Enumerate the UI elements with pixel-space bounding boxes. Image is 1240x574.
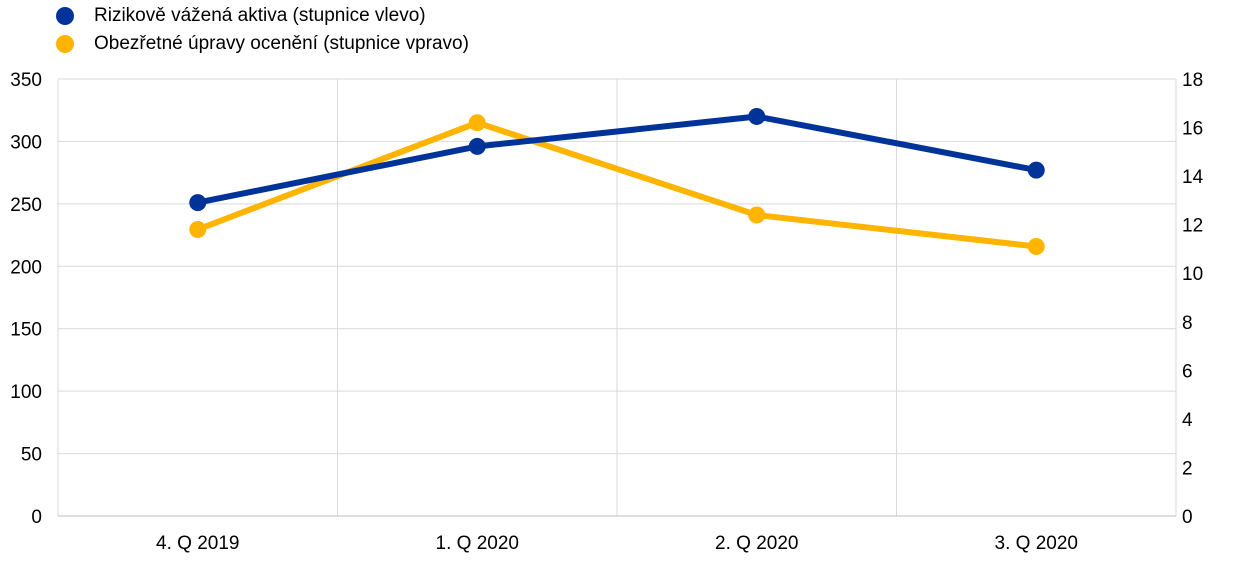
data-point-ava	[1027, 238, 1045, 256]
y-left-tick-label: 350	[10, 70, 42, 91]
legend-item-ava: Obezřetné úpravy ocenění (stupnice vprav…	[56, 30, 469, 58]
y-right-tick-label: 12	[1182, 216, 1203, 237]
x-tick-label: 4. Q 2019	[156, 533, 239, 554]
x-tick-label: 3. Q 2020	[995, 533, 1078, 554]
y-right-tick-label: 2	[1182, 458, 1193, 479]
y-left-tick-label: 300	[10, 132, 42, 153]
y-right-tick-label: 0	[1182, 507, 1193, 528]
y-left-tick-label: 0	[31, 507, 42, 528]
legend-marker-rwa	[56, 7, 74, 25]
y-left-tick-label: 50	[21, 445, 42, 466]
data-point-rwa	[748, 107, 766, 125]
grid	[57, 78, 1177, 516]
series-layer	[189, 107, 1045, 256]
legend-marker-ava	[56, 35, 74, 53]
legend-label-ava: Obezřetné úpravy ocenění (stupnice vprav…	[94, 33, 469, 54]
data-point-rwa	[468, 137, 486, 155]
x-tick-label: 1. Q 2020	[436, 533, 519, 554]
y-right-tick-label: 14	[1182, 167, 1204, 188]
data-point-rwa	[189, 194, 207, 212]
y-left-tick-label: 250	[10, 195, 42, 216]
y-right-tick-label: 6	[1182, 361, 1193, 382]
data-point-ava	[189, 221, 207, 239]
data-point-ava	[748, 206, 766, 224]
y-left-tick-label: 100	[10, 382, 42, 403]
data-point-ava	[468, 114, 486, 132]
series-line-rwa	[194, 113, 1040, 206]
y-right-tick-label: 16	[1182, 119, 1203, 140]
y-right-tick-label: 10	[1182, 264, 1203, 285]
legend-item-rwa: Rizikově vážená aktiva (stupnice vlevo)	[56, 2, 469, 30]
legend: Rizikově vážená aktiva (stupnice vlevo) …	[56, 2, 469, 58]
legend-label-rwa: Rizikově vážená aktiva (stupnice vlevo)	[94, 5, 426, 26]
data-point-rwa	[1027, 161, 1045, 179]
y-left-tick-label: 150	[10, 320, 42, 341]
y-right-tick-label: 8	[1182, 313, 1193, 334]
tick-labels: 0 50 100 150 200 250 300 350 0 2 4 6 8 10 12 14 16 18 4. Q…	[10, 70, 1203, 554]
y-left-tick-label: 200	[10, 257, 42, 278]
y-right-tick-label: 18	[1182, 70, 1203, 91]
y-right-tick-label: 4	[1182, 410, 1193, 431]
x-tick-label: 2. Q 2020	[715, 533, 798, 554]
